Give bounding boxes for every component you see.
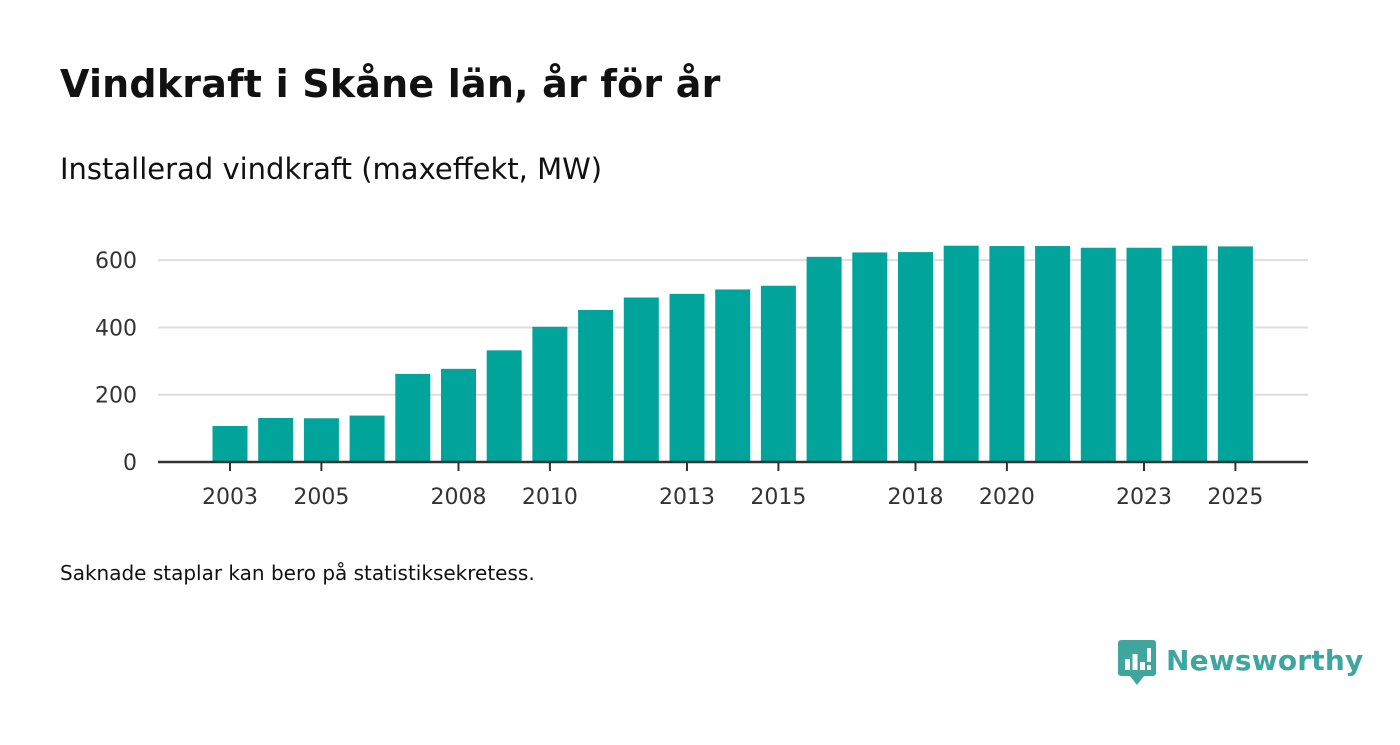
y-tick-label: 0 — [123, 451, 137, 476]
bar-2019[interactable] — [943, 245, 979, 462]
bar-2015[interactable] — [760, 285, 796, 462]
bar-2025[interactable] — [1217, 246, 1253, 462]
x-tick-label: 2018 — [888, 485, 944, 510]
x-tick-label: 2010 — [522, 485, 578, 510]
y-tick-label: 400 — [95, 316, 137, 341]
bar-2022[interactable] — [1080, 247, 1116, 462]
bar-2012[interactable] — [623, 297, 659, 462]
chart-title: Vindkraft i Skåne län, år för år — [60, 62, 721, 106]
bar-2023[interactable] — [1126, 247, 1162, 462]
bar-2020[interactable] — [989, 246, 1025, 462]
x-tick-label: 2023 — [1116, 485, 1172, 510]
y-tick-label: 200 — [95, 384, 137, 409]
bar-2008[interactable] — [441, 368, 476, 462]
bar-2006[interactable] — [349, 415, 385, 462]
bar-2024[interactable] — [1172, 245, 1208, 462]
axes: 0 200 400 600 2003 2005 2008 2010 2013 2015 2018 20… — [95, 249, 1308, 510]
bar-2003[interactable] — [212, 426, 248, 462]
newsworthy-logo-text: Newsworthy — [1166, 643, 1364, 677]
bar-chart: 0 200 400 600 2003 2005 2008 2010 2013 2015 2018 20… — [95, 245, 1308, 510]
bar-2014[interactable] — [715, 289, 751, 462]
newsworthy-logo[interactable]: Newsworthy — [1118, 640, 1363, 686]
bar-2007[interactable] — [395, 373, 431, 462]
x-tick-label: 2005 — [293, 485, 349, 510]
bar-2005[interactable] — [303, 418, 339, 462]
bar-2021[interactable] — [1035, 246, 1071, 462]
bar-2004[interactable] — [258, 417, 294, 462]
bars — [212, 245, 1253, 462]
y-tick-label: 600 — [95, 249, 137, 274]
x-tick-label: 2008 — [431, 485, 487, 510]
bar-2018[interactable] — [898, 252, 933, 462]
x-tick-label: 2015 — [750, 485, 806, 510]
bar-2011[interactable] — [578, 309, 614, 462]
x-tick-label: 2025 — [1207, 485, 1263, 510]
chart-subtitle: Installerad vindkraft (maxeffekt, MW) — [60, 152, 603, 186]
bar-2017[interactable] — [852, 252, 888, 462]
x-tick-label: 2003 — [202, 485, 258, 510]
x-tick-label: 2013 — [659, 485, 715, 510]
bar-2016[interactable] — [806, 256, 842, 462]
bar-2009[interactable] — [486, 350, 522, 462]
footnote: Saknade staplar kan bero på statistiksek… — [60, 561, 535, 585]
x-tick-label: 2020 — [979, 485, 1035, 510]
bar-2013[interactable] — [669, 293, 705, 462]
newsworthy-logo-icon — [1118, 640, 1156, 685]
bar-2010[interactable] — [532, 326, 568, 462]
